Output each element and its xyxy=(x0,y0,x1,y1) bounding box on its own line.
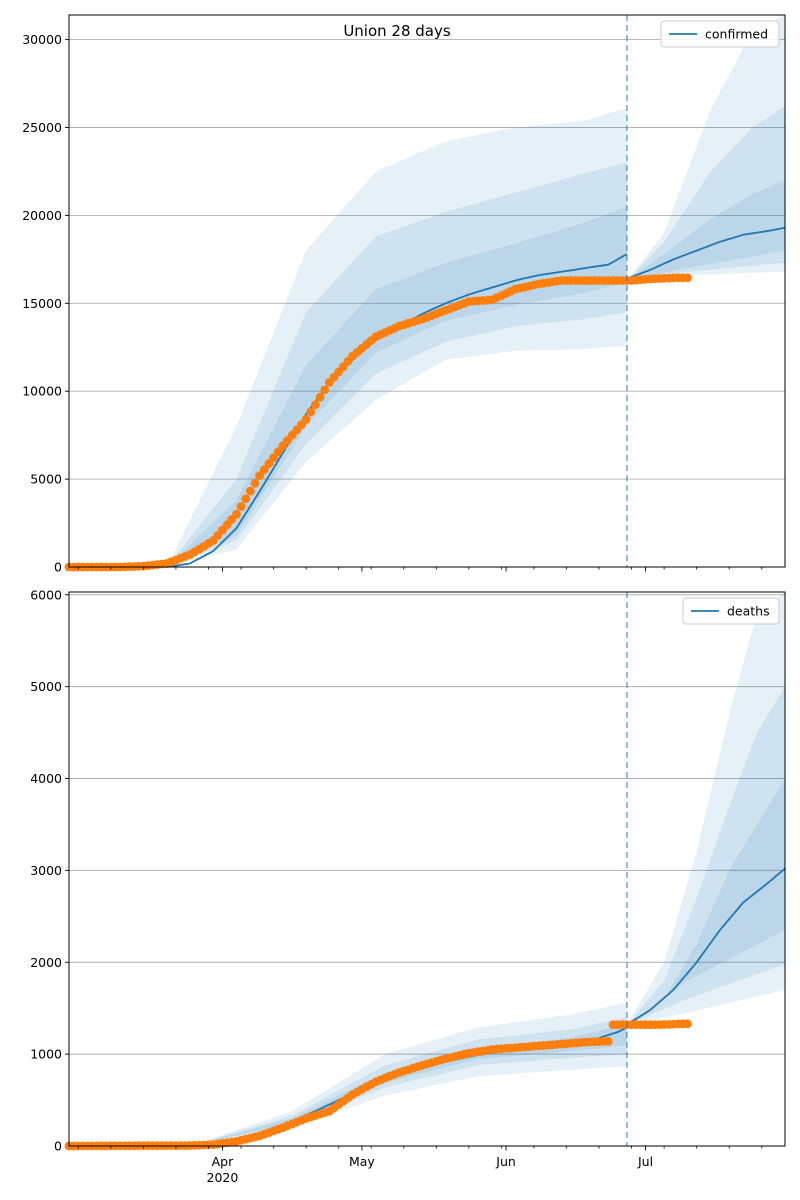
x-tick-label: May xyxy=(349,1154,375,1169)
observed-point xyxy=(603,1036,613,1046)
fit-band-outer xyxy=(189,1002,627,1146)
observed-point xyxy=(315,392,325,402)
x-tick-label: Apr xyxy=(212,1154,234,1169)
forecast-band-outer xyxy=(626,15,785,281)
legend-box xyxy=(660,20,780,48)
y-tick-label: 10000 xyxy=(22,384,62,399)
legend: confirmed xyxy=(660,20,780,48)
observed-point xyxy=(245,486,255,496)
observed-point xyxy=(683,273,692,283)
observed-point xyxy=(320,385,330,395)
observed-points xyxy=(64,1019,692,1151)
legend-box xyxy=(682,597,780,625)
observed-point xyxy=(306,407,316,417)
legend-label: deaths xyxy=(727,604,770,619)
observed-point xyxy=(273,447,283,457)
x-tick-sublabel: 2020 xyxy=(207,1170,239,1185)
y-tick-label: 20000 xyxy=(22,208,62,223)
y-tick-label: 2000 xyxy=(30,955,62,970)
forecast-median-line xyxy=(626,226,786,280)
observed-point xyxy=(269,453,278,463)
plot-frame xyxy=(68,591,786,1147)
observed-point xyxy=(311,400,320,409)
plot-frame xyxy=(68,14,786,568)
forecast-median-line xyxy=(626,867,786,1026)
figure-title: Union 28 days xyxy=(343,22,451,40)
chart-confirmed: 0 5000 10000 15000 20000 25000 30000 confirmed xyxy=(22,14,786,575)
y-tick-label: 4000 xyxy=(30,771,62,786)
y-tick-label: 6000 xyxy=(30,587,62,602)
y-tick-label: 5000 xyxy=(30,472,62,487)
forecast-band-middle xyxy=(626,106,785,281)
forecast-band-middle xyxy=(626,686,785,1025)
y-tick-label: 0 xyxy=(54,1139,62,1154)
y-tick-label: 25000 xyxy=(22,120,62,135)
forecast-band-inner xyxy=(626,778,785,1025)
observed-point xyxy=(250,478,260,488)
observed-point xyxy=(236,502,246,511)
fit-band-inner xyxy=(189,1023,627,1146)
observed-point xyxy=(241,494,251,504)
y-tick-label: 3000 xyxy=(30,863,62,878)
legend: deaths xyxy=(682,597,780,625)
legend-label: confirmed xyxy=(705,27,768,42)
y-tick-label: 0 xyxy=(54,560,62,575)
observed-point xyxy=(259,465,269,474)
forecast-band-outer xyxy=(626,592,785,1025)
y-tick-label: 15000 xyxy=(22,296,62,311)
y-tick-label: 5000 xyxy=(30,679,62,694)
y-tick-label: 30000 xyxy=(22,32,62,47)
fit-band-middle xyxy=(166,162,627,567)
y-tick-label: 1000 xyxy=(30,1047,62,1062)
x-tick-label: Jul xyxy=(637,1154,653,1169)
observed-point xyxy=(264,459,274,468)
observed-point xyxy=(255,471,264,480)
fit-band-inner xyxy=(166,206,627,567)
observed-point xyxy=(301,414,311,424)
x-tick-label: Jun xyxy=(495,1154,516,1169)
observed-point xyxy=(683,1019,692,1029)
forecast-band-inner xyxy=(626,180,785,281)
observed-points xyxy=(64,273,692,572)
observed-point xyxy=(232,509,241,519)
